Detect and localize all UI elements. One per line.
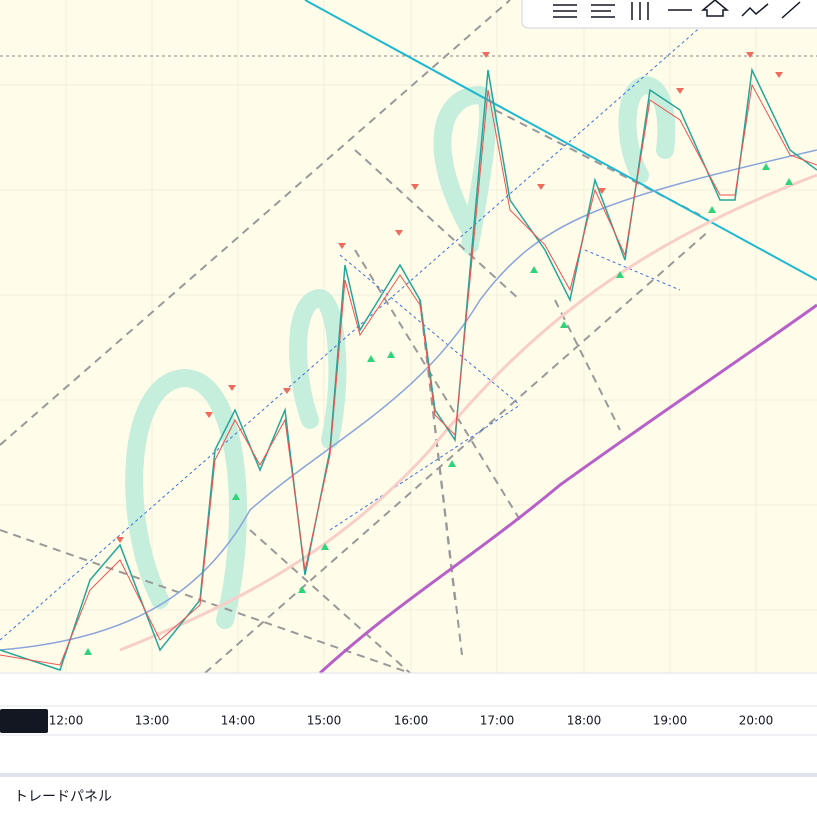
drawing-toolbar [521,0,817,29]
time-label: 17:00 [480,714,515,728]
tool-fib[interactable] [591,4,615,18]
panel-divider [0,773,817,777]
time-label: 14:00 [221,714,256,728]
time-label: 11:00 [8,714,46,728]
time-label: 13:00 [135,714,170,728]
time-label: 20:00 [739,714,774,728]
tool-path[interactable] [741,3,769,17]
time-axis: 11:00 12:00 13:00 14:00 15:00 16:00 17:00 18:00… [8,714,773,728]
crosshair-time-box [0,709,48,733]
tool-gann[interactable] [631,2,649,20]
tool-parallel[interactable] [553,4,577,18]
panel-title[interactable]: トレードパネル [14,789,112,805]
time-label: 19:00 [653,714,688,728]
tool-arrow[interactable] [700,0,730,17]
tool-trendline[interactable] [781,1,801,19]
chart-drawings [0,0,817,675]
time-label: 16:00 [394,714,429,728]
time-label: 15:00 [307,714,342,728]
time-label: 18:00 [567,714,602,728]
time-label: 12:00 [49,714,84,728]
